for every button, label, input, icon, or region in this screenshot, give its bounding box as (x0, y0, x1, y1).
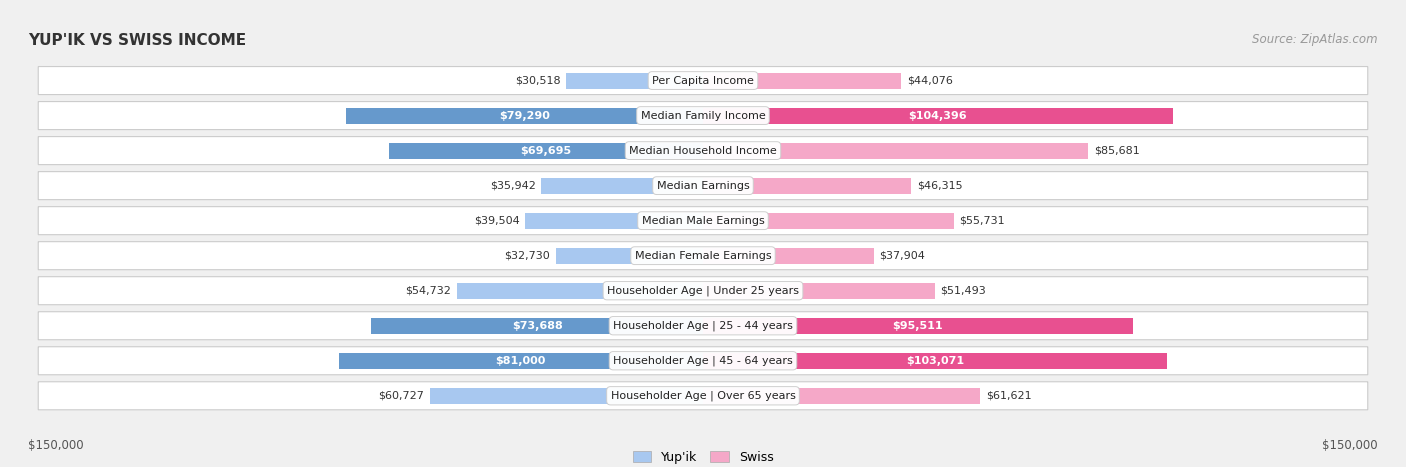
Text: Householder Age | Under 25 years: Householder Age | Under 25 years (607, 285, 799, 296)
Text: $39,504: $39,504 (474, 216, 520, 226)
Bar (703, 248, 873, 264)
Text: $104,396: $104,396 (908, 111, 967, 120)
Text: $46,315: $46,315 (917, 181, 962, 191)
Text: $44,076: $44,076 (907, 76, 953, 85)
Text: Householder Age | Over 65 years: Householder Age | Over 65 years (610, 390, 796, 401)
Bar (703, 353, 1167, 369)
Text: $54,732: $54,732 (405, 286, 451, 296)
Text: YUP'IK VS SWISS INCOME: YUP'IK VS SWISS INCOME (28, 33, 246, 48)
Text: Median Household Income: Median Household Income (628, 146, 778, 156)
Bar (389, 142, 703, 159)
Text: $150,000: $150,000 (28, 439, 84, 452)
Bar (703, 318, 1133, 334)
Text: $30,518: $30,518 (515, 76, 561, 85)
Text: $61,621: $61,621 (986, 391, 1031, 401)
Bar (703, 177, 911, 194)
Text: Median Female Earnings: Median Female Earnings (634, 251, 772, 261)
Text: $95,511: $95,511 (893, 321, 943, 331)
Text: $81,000: $81,000 (495, 356, 546, 366)
Text: Householder Age | 25 - 44 years: Householder Age | 25 - 44 years (613, 320, 793, 331)
Bar (703, 72, 901, 89)
Bar (457, 283, 703, 299)
Bar (371, 318, 703, 334)
Bar (703, 107, 1173, 124)
Bar (703, 283, 935, 299)
Text: Householder Age | 45 - 64 years: Householder Age | 45 - 64 years (613, 355, 793, 366)
Text: $103,071: $103,071 (905, 356, 965, 366)
FancyBboxPatch shape (38, 312, 1368, 340)
Text: $85,681: $85,681 (1094, 146, 1140, 156)
Text: $73,688: $73,688 (512, 321, 562, 331)
FancyBboxPatch shape (38, 276, 1368, 304)
Text: Median Family Income: Median Family Income (641, 111, 765, 120)
Text: Per Capita Income: Per Capita Income (652, 76, 754, 85)
Text: $55,731: $55,731 (959, 216, 1005, 226)
FancyBboxPatch shape (38, 101, 1368, 129)
Text: $69,695: $69,695 (520, 146, 572, 156)
FancyBboxPatch shape (38, 171, 1368, 199)
Legend: Yup'ik, Swiss: Yup'ik, Swiss (627, 446, 779, 467)
Bar (541, 177, 703, 194)
Bar (703, 388, 980, 404)
Text: $79,290: $79,290 (499, 111, 550, 120)
FancyBboxPatch shape (38, 66, 1368, 94)
Bar (346, 107, 703, 124)
Text: Source: ZipAtlas.com: Source: ZipAtlas.com (1253, 33, 1378, 46)
FancyBboxPatch shape (38, 382, 1368, 410)
Bar (703, 142, 1088, 159)
FancyBboxPatch shape (38, 136, 1368, 164)
Bar (565, 72, 703, 89)
Bar (526, 212, 703, 229)
FancyBboxPatch shape (38, 241, 1368, 269)
Text: Median Earnings: Median Earnings (657, 181, 749, 191)
Bar (555, 248, 703, 264)
Text: Median Male Earnings: Median Male Earnings (641, 216, 765, 226)
Bar (703, 212, 953, 229)
Text: $32,730: $32,730 (505, 251, 550, 261)
Bar (339, 353, 703, 369)
FancyBboxPatch shape (38, 347, 1368, 375)
Text: $35,942: $35,942 (491, 181, 536, 191)
Text: $60,727: $60,727 (378, 391, 425, 401)
FancyBboxPatch shape (38, 206, 1368, 234)
Text: $51,493: $51,493 (941, 286, 986, 296)
Text: $150,000: $150,000 (1322, 439, 1378, 452)
Bar (430, 388, 703, 404)
Text: $37,904: $37,904 (879, 251, 925, 261)
